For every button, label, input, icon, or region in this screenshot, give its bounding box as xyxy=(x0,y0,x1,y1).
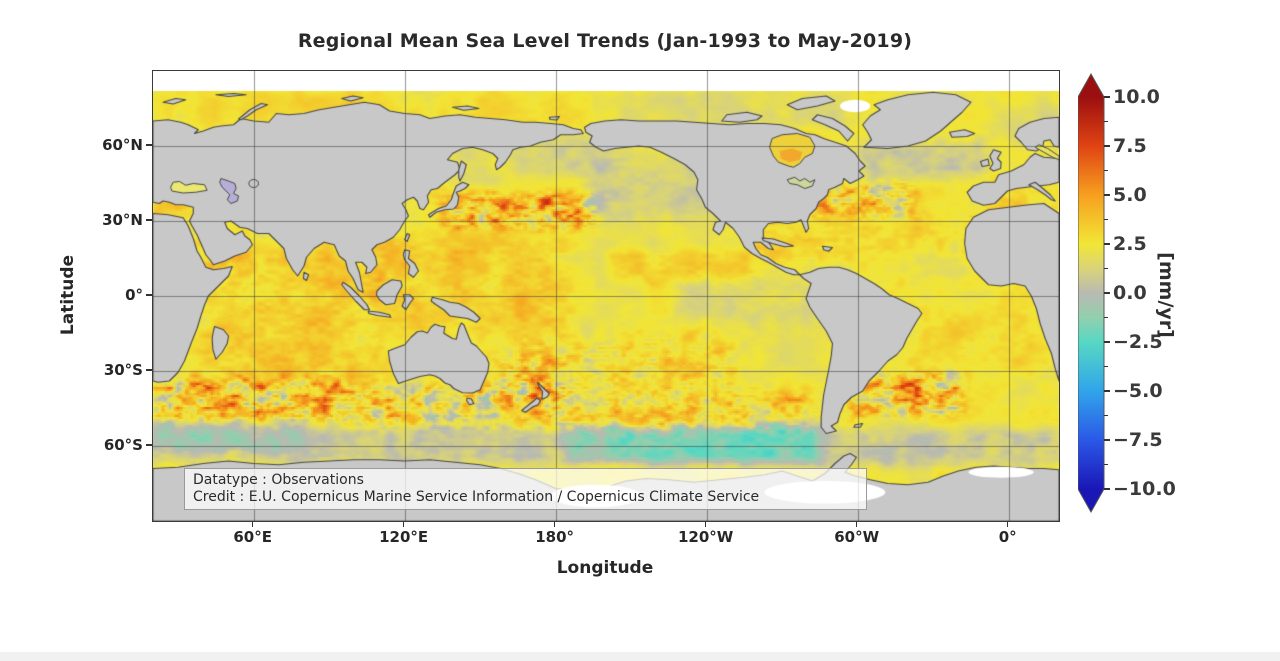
colorbar-tick-mark xyxy=(1104,390,1110,392)
colorbar-tick-mark xyxy=(1104,341,1110,343)
x-tick-mark xyxy=(553,521,556,527)
colorbar-minor-tick-mark xyxy=(1104,365,1108,368)
y-tick-label: 60°S xyxy=(103,436,143,454)
colorbar-tick-mark xyxy=(1104,488,1110,490)
x-tick-label: 60°W xyxy=(834,528,880,546)
y-tick-mark xyxy=(146,294,152,296)
y-tick-label: 60°N xyxy=(102,136,143,154)
x-tick-mark xyxy=(251,521,254,527)
colorbar-tick-mark xyxy=(1104,145,1110,147)
colorbar-minor-tick-mark xyxy=(1104,414,1108,417)
annotation-credit: Credit : E.U. Copernicus Marine Service … xyxy=(193,489,760,505)
annotation-box: Datatype : Observations Credit : E.U. Co… xyxy=(184,468,867,510)
colorbar-tick-label: −10.0 xyxy=(1113,478,1176,500)
colorbar-tick-label: 10.0 xyxy=(1113,86,1160,108)
chart-title: Regional Mean Sea Level Trends (Jan-1993… xyxy=(297,30,913,52)
sea-level-trend-map xyxy=(153,71,1059,521)
x-tick-label: 120°E xyxy=(379,528,429,546)
x-tick-label: 60°E xyxy=(233,528,272,546)
y-tick-label: 30°N xyxy=(102,211,143,229)
x-tick-label: 120°W xyxy=(677,528,734,546)
y-tick-mark xyxy=(146,219,152,221)
colorbar-tick-mark xyxy=(1104,439,1110,441)
x-tick-mark xyxy=(1006,521,1009,527)
x-tick-mark xyxy=(402,521,405,527)
x-tick-label: 180° xyxy=(535,528,575,546)
colorbar-minor-tick-mark xyxy=(1104,218,1108,221)
annotation-datatype: Datatype : Observations xyxy=(193,472,364,488)
colorbar-tick-mark xyxy=(1104,194,1110,196)
colorbar-tick-label: 5.0 xyxy=(1113,184,1147,206)
y-tick-mark xyxy=(146,444,152,446)
map-plot-area: Datatype : Observations Credit : E.U. Co… xyxy=(152,70,1060,522)
x-tick-mark xyxy=(704,521,707,527)
colorbar-tick-label: 0.0 xyxy=(1113,282,1147,304)
y-tick-mark xyxy=(146,144,152,146)
colorbar-tick-label: −7.5 xyxy=(1113,429,1163,451)
colorbar-tick-label: 2.5 xyxy=(1113,233,1147,255)
colorbar-tick-label: 7.5 xyxy=(1113,135,1147,157)
colorbar-tick-mark xyxy=(1104,243,1110,245)
colorbar-gradient xyxy=(1077,72,1105,514)
y-tick-label: 30°S xyxy=(103,361,143,379)
y-tick-label: 0° xyxy=(125,286,143,304)
colorbar-minor-tick-mark xyxy=(1104,316,1108,319)
colorbar-minor-tick-mark xyxy=(1104,120,1108,123)
colorbar-tick-mark xyxy=(1104,96,1110,98)
colorbar-tick-label: −5.0 xyxy=(1113,380,1163,402)
x-tick-label: 0° xyxy=(998,528,1017,546)
x-tick-mark xyxy=(855,521,858,527)
colorbar-minor-tick-mark xyxy=(1104,267,1108,270)
x-axis-label: Longitude xyxy=(556,558,654,578)
colorbar-minor-tick-mark xyxy=(1104,463,1108,466)
colorbar-unit-label: [mm/yr] xyxy=(1155,252,1177,338)
bottom-strip xyxy=(0,652,1280,661)
colorbar-tick-label: −2.5 xyxy=(1113,331,1163,353)
y-tick-mark xyxy=(146,369,152,371)
colorbar-tick-mark xyxy=(1104,292,1110,294)
colorbar xyxy=(1077,72,1112,517)
colorbar-minor-tick-mark xyxy=(1104,169,1108,172)
